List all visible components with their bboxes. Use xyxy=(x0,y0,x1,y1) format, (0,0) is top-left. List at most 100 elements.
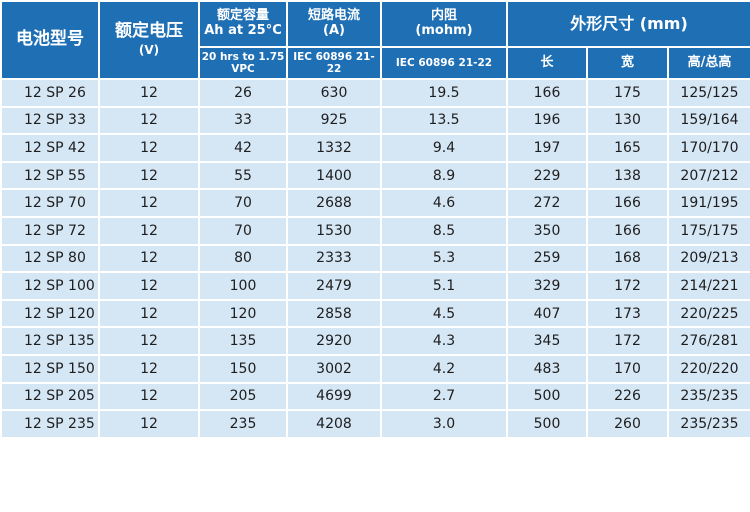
cell-voltage: 12 xyxy=(98,160,200,191)
table-row: 12 SP 135 12 135 2920 4.3 345 172 276/281 xyxy=(0,326,750,356)
cell-width: 172 xyxy=(586,271,669,301)
header-short-circuit: 短路电流 (A) xyxy=(286,0,382,48)
cell-height: 209/213 xyxy=(666,243,750,274)
cell-length: 407 xyxy=(506,298,588,329)
table-row: 12 SP 72 12 70 1530 8.5 350 166 175/175 xyxy=(0,215,750,246)
header-voltage-unit: (V) xyxy=(138,43,160,58)
cell-model: 12 SP 205 xyxy=(0,381,100,412)
cell-model: 12 SP 80 xyxy=(0,243,100,274)
header-capacity: 额定容量 Ah at 25°C xyxy=(198,0,288,48)
cell-resistance: 8.5 xyxy=(380,215,508,246)
cell-voltage: 12 xyxy=(98,381,200,412)
cell-capacity: 120 xyxy=(198,298,288,329)
cell-height: 125/125 xyxy=(666,78,750,108)
cell-length: 345 xyxy=(506,326,588,356)
cell-capacity: 70 xyxy=(198,215,288,246)
header-width: 宽 xyxy=(586,46,669,80)
cell-height: 191/195 xyxy=(666,188,750,218)
header-capacity-sub: 20 hrs to 1.75 VPC xyxy=(198,46,288,80)
cell-voltage: 12 xyxy=(98,298,200,329)
cell-height: 159/164 xyxy=(666,105,750,136)
cell-voltage: 12 xyxy=(98,188,200,218)
cell-resistance: 2.7 xyxy=(380,381,508,412)
cell-short-circuit: 1400 xyxy=(286,160,382,191)
table-row: 12 SP 235 12 235 4208 3.0 500 260 235/235 xyxy=(0,409,750,439)
cell-model: 12 SP 33 xyxy=(0,105,100,136)
cell-capacity: 150 xyxy=(198,353,288,384)
table-row: 12 SP 205 12 205 4699 2.7 500 226 235/235 xyxy=(0,381,750,412)
header-capacity-line1: 额定容量 xyxy=(216,8,269,24)
cell-width: 226 xyxy=(586,381,669,412)
cell-width: 260 xyxy=(586,409,669,439)
cell-width: 130 xyxy=(586,105,669,136)
cell-width: 172 xyxy=(586,326,669,356)
cell-voltage: 12 xyxy=(98,133,200,163)
battery-spec-table: 电池型号 额定电压 (V) 额定容量 Ah at 25°C 短路电流 (A) 内… xyxy=(0,0,750,439)
cell-resistance: 13.5 xyxy=(380,105,508,136)
cell-model: 12 SP 70 xyxy=(0,188,100,218)
cell-length: 483 xyxy=(506,353,588,384)
cell-voltage: 12 xyxy=(98,215,200,246)
header-length: 长 xyxy=(506,46,588,80)
header-capacity-line2: Ah at 25°C xyxy=(204,23,282,38)
cell-capacity: 235 xyxy=(198,409,288,439)
table-body: 12 SP 26 12 26 630 19.5 166 175 125/125 12 SP 33… xyxy=(0,78,750,439)
header-short-line1: 短路电流 xyxy=(307,8,360,24)
cell-length: 350 xyxy=(506,215,588,246)
cell-voltage: 12 xyxy=(98,353,200,384)
cell-length: 197 xyxy=(506,133,588,163)
cell-resistance: 4.2 xyxy=(380,353,508,384)
cell-voltage: 12 xyxy=(98,326,200,356)
cell-model: 12 SP 26 xyxy=(0,78,100,108)
header-dimensions: 外形尺寸 (mm) xyxy=(505,0,750,48)
cell-capacity: 100 xyxy=(198,271,288,301)
cell-width: 138 xyxy=(586,160,669,191)
cell-height: 220/225 xyxy=(666,298,750,329)
cell-short-circuit: 4208 xyxy=(286,409,382,439)
cell-short-circuit: 925 xyxy=(286,105,382,136)
table-row: 12 SP 100 12 100 2479 5.1 329 172 214/221 xyxy=(0,271,750,301)
cell-voltage: 12 xyxy=(98,78,200,108)
cell-height: 276/281 xyxy=(666,326,750,356)
cell-length: 500 xyxy=(506,381,588,412)
table-row: 12 SP 42 12 42 1332 9.4 197 165 170/170 xyxy=(0,133,750,163)
cell-short-circuit: 4699 xyxy=(286,381,382,412)
cell-length: 259 xyxy=(506,243,588,274)
cell-resistance: 4.3 xyxy=(380,326,508,356)
header-resist-line2: (mohm) xyxy=(415,23,473,38)
header-short-sub: IEC 60896 21-22 xyxy=(286,46,382,80)
cell-resistance: 4.6 xyxy=(380,188,508,218)
cell-short-circuit: 2688 xyxy=(286,188,382,218)
cell-model: 12 SP 235 xyxy=(0,409,100,439)
cell-length: 196 xyxy=(506,105,588,136)
cell-capacity: 55 xyxy=(198,160,288,191)
header-resist-line1: 内阻 xyxy=(430,8,457,24)
header-resistance: 内阻 (mohm) xyxy=(380,0,508,48)
cell-resistance: 19.5 xyxy=(380,78,508,108)
cell-resistance: 8.9 xyxy=(380,160,508,191)
cell-length: 272 xyxy=(506,188,588,218)
cell-capacity: 26 xyxy=(198,78,288,108)
cell-capacity: 70 xyxy=(198,188,288,218)
cell-short-circuit: 1530 xyxy=(286,215,382,246)
cell-width: 168 xyxy=(586,243,669,274)
cell-resistance: 5.1 xyxy=(380,271,508,301)
table-row: 12 SP 80 12 80 2333 5.3 259 168 209/213 xyxy=(0,243,750,274)
cell-voltage: 12 xyxy=(98,105,200,136)
cell-width: 165 xyxy=(586,133,669,163)
cell-model: 12 SP 135 xyxy=(0,326,100,356)
header-height: 高/总高 xyxy=(666,46,750,80)
header-voltage-label: 额定电压 xyxy=(115,20,183,41)
cell-voltage: 12 xyxy=(98,271,200,301)
header-resist-sub: IEC 60896 21-22 xyxy=(380,46,508,80)
table-row: 12 SP 150 12 150 3002 4.2 483 170 220/220 xyxy=(0,353,750,384)
cell-resistance: 3.0 xyxy=(380,409,508,439)
cell-length: 329 xyxy=(506,271,588,301)
cell-model: 12 SP 100 xyxy=(0,271,100,301)
cell-voltage: 12 xyxy=(98,409,200,439)
table-row: 12 SP 33 12 33 925 13.5 196 130 159/164 xyxy=(0,105,750,136)
cell-height: 220/220 xyxy=(666,353,750,384)
cell-capacity: 135 xyxy=(198,326,288,356)
header-short-line2: (A) xyxy=(323,23,345,38)
cell-short-circuit: 2920 xyxy=(286,326,382,356)
